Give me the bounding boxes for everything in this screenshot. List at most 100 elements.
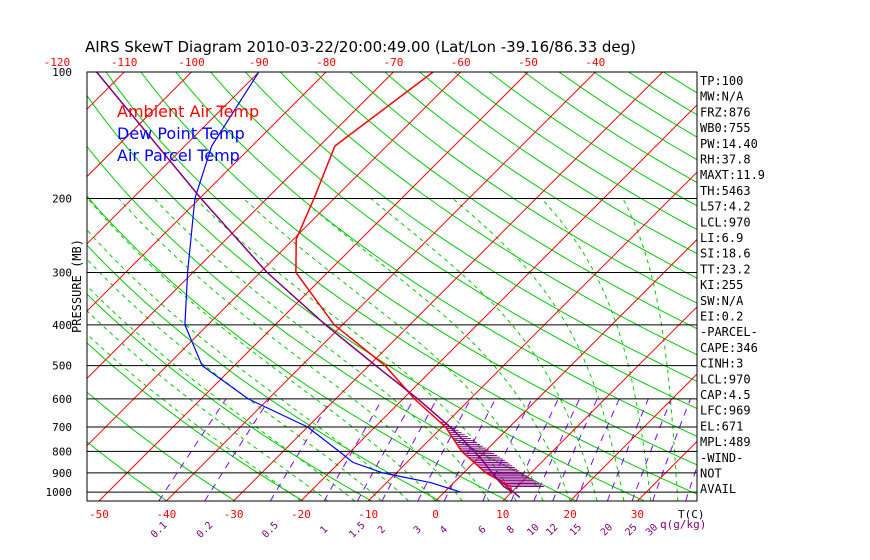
- pressure-tick-label: 400: [52, 319, 72, 332]
- mixing-ratio-line: [575, 398, 620, 501]
- mixing-ratio-tick-label: 2: [376, 524, 388, 536]
- isotherm-line: [300, 104, 697, 501]
- index-entry: AVAIL: [700, 482, 736, 496]
- index-entry: NOT: [700, 467, 722, 481]
- mixing-ratio-line: [417, 398, 472, 501]
- isotherm-line: [87, 72, 327, 312]
- mixing-ratio-tick-label: 6: [477, 524, 489, 536]
- series-line-ambient-air-temp: [295, 72, 513, 493]
- moist-adiabat-line: [370, 198, 598, 501]
- isotherm-line: [435, 238, 697, 501]
- index-entry: TP:100: [700, 74, 743, 88]
- legend-entry-ambient-air-temp: Ambient Air Temp: [117, 102, 259, 121]
- moist-adiabat-line: [452, 198, 625, 501]
- isotherm-line: [502, 306, 697, 501]
- index-entry: WB0:755: [700, 121, 751, 135]
- isotherm-line: [87, 72, 125, 110]
- mixing-ratio-tick-label: 25: [623, 522, 639, 538]
- index-entry: LCL:970: [700, 372, 751, 386]
- top-temp-tick-label: -50: [518, 56, 538, 69]
- dry-adiabat-line: [279, 72, 697, 356]
- bottom-temp-tick-label: 0: [432, 508, 439, 521]
- bottom-temp-tick-label: -30: [224, 508, 244, 521]
- legend-entry-air-parcel-temp: Air Parcel Temp: [117, 146, 240, 165]
- isotherm-line: [165, 72, 596, 501]
- moist-adiabat-line: [87, 285, 356, 501]
- top-temp-tick-label: -110: [111, 56, 138, 69]
- chart-legend: Ambient Air Temp Dew Point Temp Air Parcel…: [117, 102, 259, 165]
- moist-adiabat-line: [153, 198, 490, 501]
- index-entry: MW:N/A: [700, 90, 744, 104]
- mixing-ratio-line: [510, 398, 559, 501]
- pressure-tick-label: 200: [52, 192, 72, 205]
- y-axis-label: PRESSURE (MB): [70, 239, 84, 333]
- index-entry: SW:N/A: [700, 294, 744, 308]
- mixing-ratio-line: [652, 398, 691, 501]
- isotherm-line: [87, 72, 192, 178]
- isotherm-line: [0, 72, 57, 501]
- moist-adiabat-line: [87, 198, 436, 501]
- index-entry: -PARCEL-: [700, 325, 758, 339]
- mixing-ratio-tick-label: 10: [525, 522, 541, 538]
- pressure-tick-label: 500: [52, 360, 72, 373]
- isotherm-line: [87, 72, 394, 380]
- top-temp-tick-label: -120: [44, 56, 71, 69]
- bottom-temp-tick-label: 10: [496, 508, 509, 521]
- dry-adiabat-line: [175, 72, 697, 437]
- mixing-ratio-line: [323, 398, 383, 501]
- mixing-ratio-line: [533, 398, 580, 501]
- isotherm-line: [233, 72, 663, 501]
- mixing-ratio-tick-label: 0.5: [260, 520, 281, 541]
- isotherm-line: [87, 72, 260, 245]
- mixing-ratio-tick-label: 0.2: [195, 520, 216, 541]
- moist-adiabat-line: [622, 198, 679, 501]
- mixing-ratio-line: [357, 398, 415, 501]
- mixing-ratio-tick-label: 15: [568, 522, 584, 538]
- index-entry: LI:6.9: [700, 231, 743, 245]
- pressure-tick-label: 600: [52, 393, 72, 406]
- mixing-ratio-line: [631, 398, 672, 501]
- isotherm-line: [87, 72, 462, 447]
- mixing-ratio-tick-label: 4: [438, 524, 450, 536]
- index-entry: CAPE:346: [700, 341, 758, 355]
- index-entry: CINH:3: [700, 357, 743, 371]
- mixing-ratio-tick-label: 1.5: [347, 520, 368, 541]
- mixing-ratio-line: [482, 398, 533, 501]
- dry-adiabat-line: [245, 72, 697, 382]
- isotherm-line: [569, 373, 697, 501]
- index-entry: PW:14.40: [700, 137, 758, 151]
- mixing-ratio-line: [443, 398, 496, 501]
- mixing-ratio-line: [685, 465, 697, 501]
- bottom-temp-tick-label: -10: [358, 508, 378, 521]
- index-entry: -WIND-: [700, 451, 743, 465]
- dry-adiabat-line: [210, 72, 697, 410]
- mixing-ratio-tick-label: 12: [544, 522, 560, 538]
- mixing-ratio-line: [381, 398, 438, 501]
- legend-entry-dew-point-temp: Dew Point Temp: [117, 124, 245, 143]
- chart-title: AIRS SkewT Diagram 2010-03-22/20:00:49.0…: [85, 38, 636, 56]
- isotherm-line: [772, 72, 870, 501]
- mixing-ratio-tick-label: 8: [505, 524, 517, 536]
- top-temp-tick-label: -90: [249, 56, 269, 69]
- mixing-ratio-line: [269, 398, 333, 501]
- index-entry: LCL:970: [700, 215, 751, 229]
- series-line-dew-point-temp: [184, 72, 461, 493]
- bottom-temp-tick-label: -50: [89, 508, 109, 521]
- bottom-temp-tick-label: -40: [156, 508, 176, 521]
- series-line-air-parcel-temp: [96, 72, 513, 493]
- bottom-temp-tick-label: -20: [291, 508, 311, 521]
- pressure-tick-label: 1000: [46, 486, 73, 499]
- index-entry: CAP:4.5: [700, 388, 751, 402]
- dry-adiabat-line: [454, 72, 697, 231]
- mixing-ratio-tick-label: 30: [644, 522, 660, 538]
- bottom-temp-tick-label: 20: [563, 508, 576, 521]
- index-entry: EL:671: [700, 419, 743, 433]
- index-entry: TT:23.2: [700, 262, 751, 276]
- isotherm-line: [98, 72, 529, 501]
- pressure-tick-label: 700: [52, 421, 72, 434]
- bottom-temp-tick-label: 30: [631, 508, 644, 521]
- index-entry: TH:5463: [700, 184, 751, 198]
- dry-adiabat-line: [349, 72, 697, 304]
- pressure-tick-label: 800: [52, 445, 72, 458]
